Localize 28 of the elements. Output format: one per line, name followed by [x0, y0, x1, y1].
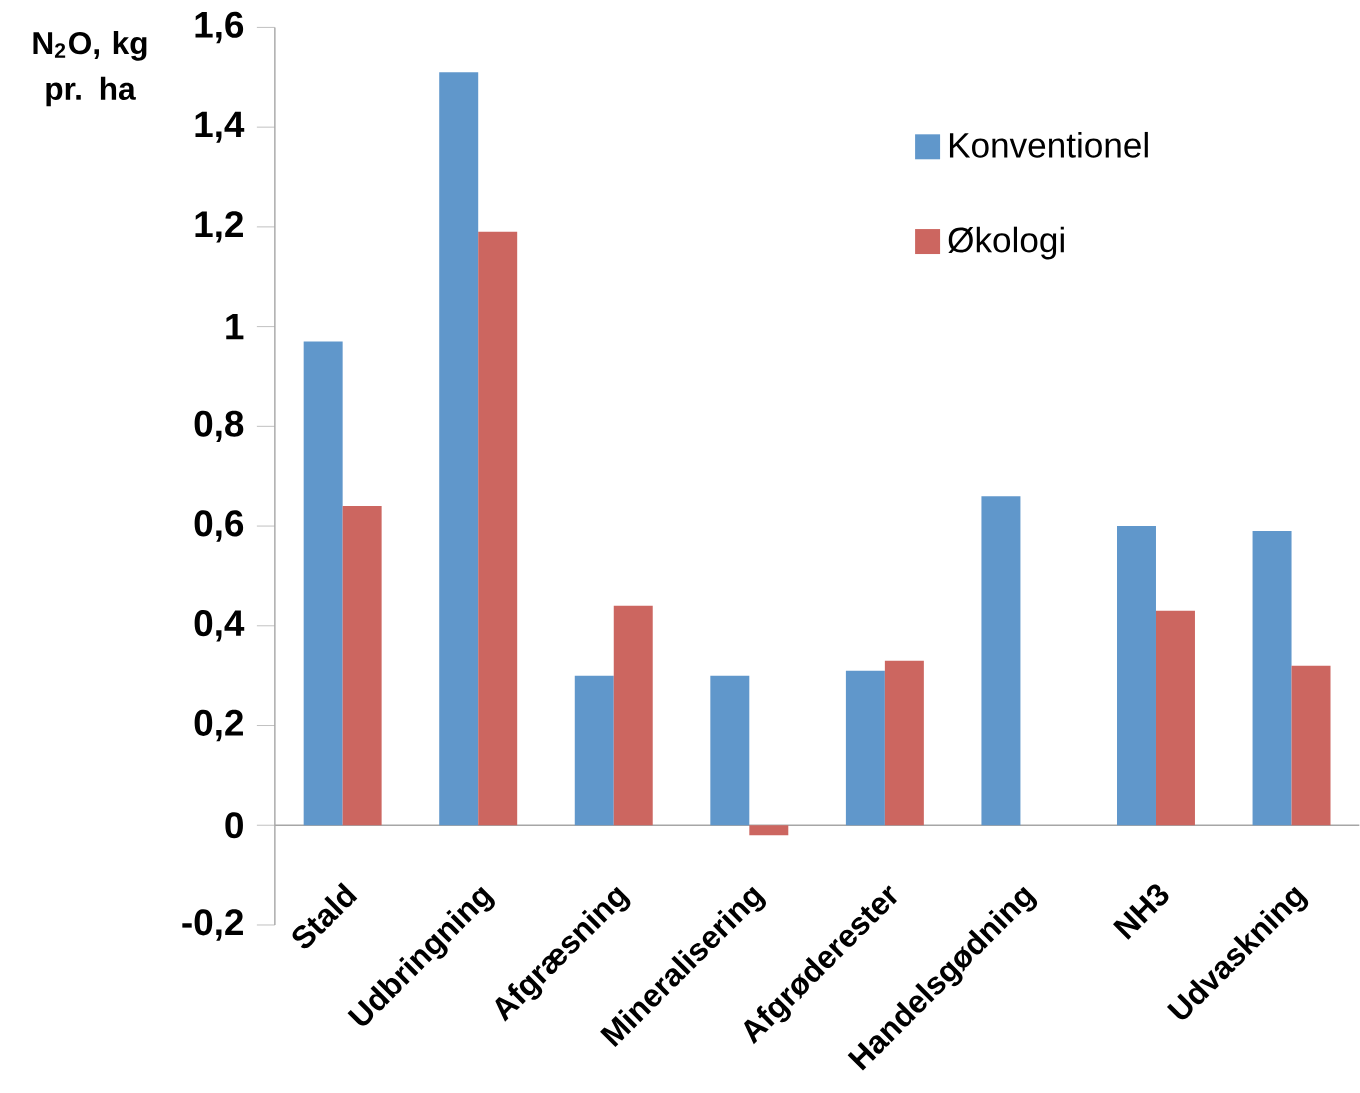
bar: [342, 505, 382, 826]
bar: [845, 670, 885, 826]
y-tick-label: 1,6: [195, 11, 244, 43]
y-tick-label: 0: [225, 812, 243, 839]
bar: [613, 605, 653, 826]
y-tick-label: 0,8: [194, 410, 244, 442]
y-tick-label: 1: [226, 313, 244, 340]
y-tick-label: 0,2: [194, 709, 243, 742]
y-tick-label: 0,4: [194, 609, 245, 642]
y-tick-label: 1,4: [195, 111, 245, 143]
bar: [981, 495, 1021, 826]
bar: [1155, 610, 1195, 826]
legend-label: Konventionel: [949, 131, 1148, 158]
bar: [1117, 525, 1156, 826]
y-tick-label: 1,2: [195, 210, 243, 243]
bar: [478, 231, 518, 826]
bar: [574, 675, 614, 826]
y-tick-label: -0,2: [182, 909, 243, 941]
bar: [1252, 530, 1292, 826]
bar: [1291, 665, 1331, 826]
bar: [439, 72, 479, 826]
y-tick-label: 0,6: [194, 510, 244, 542]
bar: [749, 825, 789, 836]
bar: [710, 675, 750, 826]
y-axis-title: N$_{2}$O, kg pr. ha: [33, 30, 147, 107]
bar: [303, 341, 343, 826]
bar: [884, 660, 924, 826]
legend-label: Økologi: [948, 226, 1064, 260]
